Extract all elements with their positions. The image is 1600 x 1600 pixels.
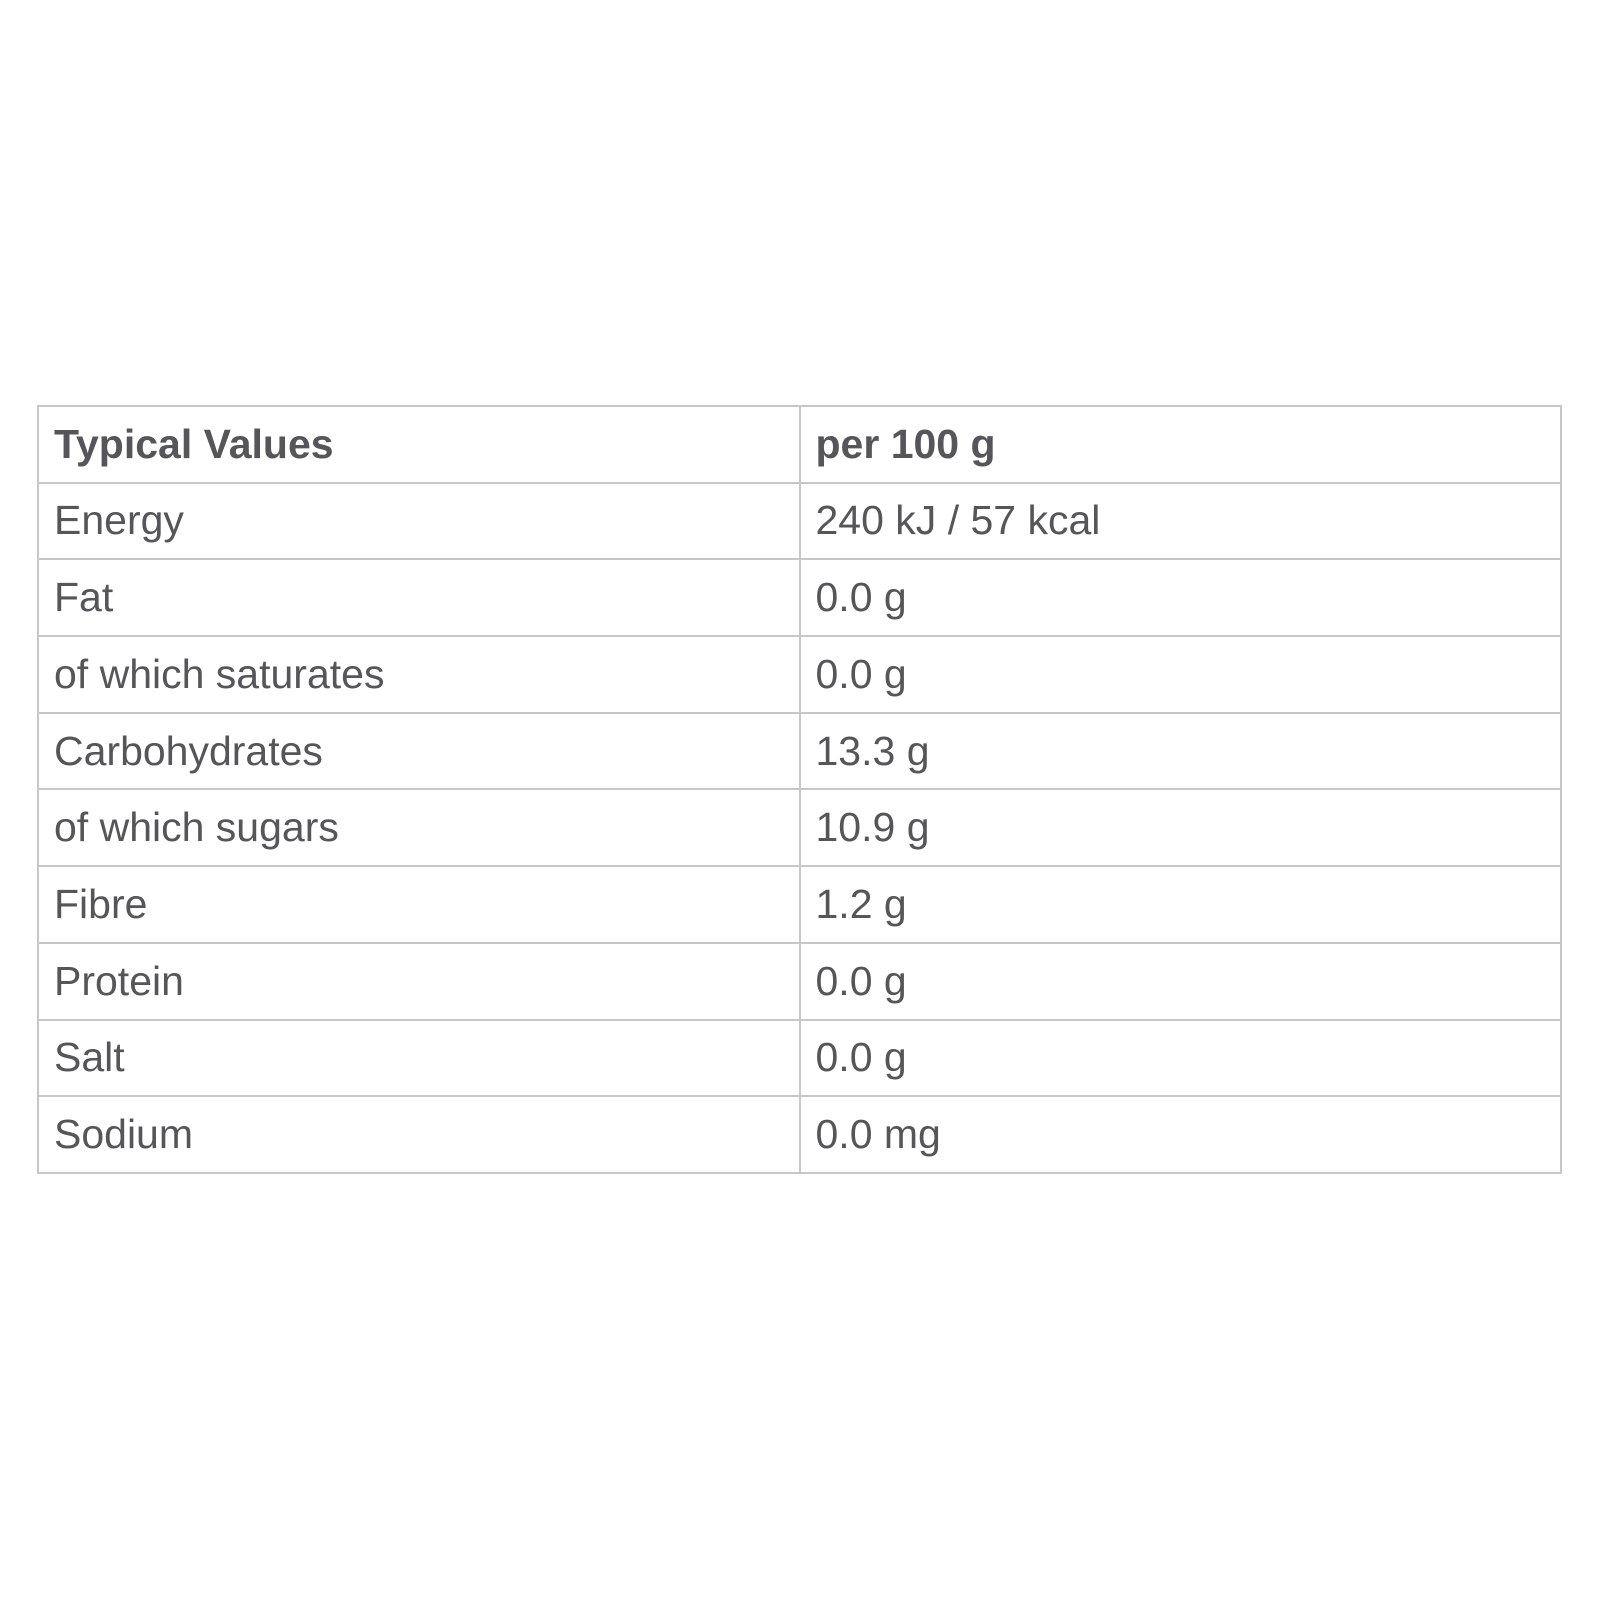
- nutrition-table: Typical Values per 100 g Energy 240 kJ /…: [37, 405, 1562, 1174]
- row-label: of which sugars: [37, 788, 801, 868]
- row-label: Fibre: [37, 865, 801, 944]
- row-value: 0.0 mg: [798, 1095, 1562, 1174]
- row-value: 0.0 g: [798, 941, 1562, 1021]
- row-value: 0.0 g: [798, 1018, 1562, 1098]
- table-row-carbohydrates: Carbohydrates 13.3 g: [37, 711, 1562, 791]
- row-label: Fat: [37, 558, 801, 638]
- header-typical-values: Typical Values: [37, 405, 801, 484]
- table-row-salt: Salt 0.0 g: [37, 1018, 1562, 1098]
- table-row-fat: Fat 0.0 g: [37, 558, 1562, 638]
- table-row-protein: Protein 0.0 g: [37, 941, 1562, 1021]
- table-row-energy: Energy 240 kJ / 57 kcal: [37, 481, 1562, 561]
- row-label: Salt: [37, 1018, 801, 1098]
- row-value: 240 kJ / 57 kcal: [798, 481, 1562, 561]
- table-row-saturates: of which saturates 0.0 g: [37, 635, 1562, 714]
- row-label: Energy: [37, 481, 801, 561]
- row-value: 0.0 g: [798, 558, 1562, 638]
- row-label: Protein: [37, 941, 801, 1021]
- row-value: 0.0 g: [798, 635, 1562, 714]
- table-row-sugars: of which sugars 10.9 g: [37, 788, 1562, 868]
- row-value: 13.3 g: [798, 711, 1562, 791]
- row-value: 1.2 g: [798, 865, 1562, 944]
- header-per-100g: per 100 g: [798, 405, 1562, 484]
- table-header-row: Typical Values per 100 g: [37, 405, 1562, 484]
- table-row-fibre: Fibre 1.2 g: [37, 865, 1562, 944]
- row-label: Carbohydrates: [37, 711, 801, 791]
- table-row-sodium: Sodium 0.0 mg: [37, 1095, 1562, 1174]
- row-value: 10.9 g: [798, 788, 1562, 868]
- row-label: Sodium: [37, 1095, 801, 1174]
- row-label: of which saturates: [37, 635, 801, 714]
